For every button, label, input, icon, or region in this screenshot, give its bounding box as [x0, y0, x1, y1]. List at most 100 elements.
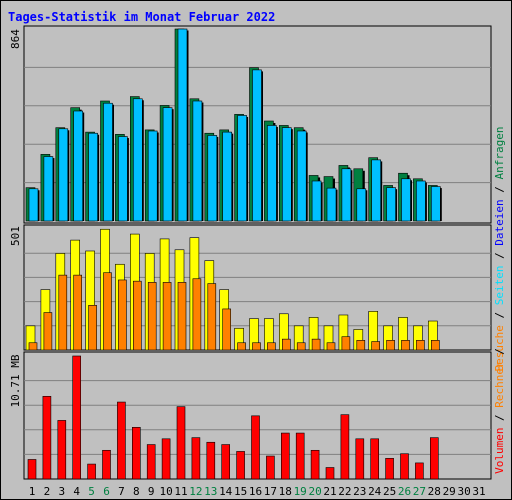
day-label: 11: [174, 485, 187, 498]
bar-dateien: [341, 168, 352, 222]
day-label: 23: [353, 485, 366, 498]
bar-dateien: [371, 159, 382, 222]
max-label-mid: 501: [9, 226, 22, 246]
bar-volumen: [117, 401, 126, 480]
day-label: 1: [29, 485, 36, 498]
legend-seiten: Seiten: [493, 266, 506, 306]
bar-dateien: [88, 132, 98, 222]
day-label: 22: [338, 485, 351, 498]
day-label: 30: [457, 485, 470, 498]
legend-anfragen: Anfragen: [493, 126, 506, 179]
bar-rechner: [311, 338, 321, 351]
bar-dateien: [133, 98, 143, 222]
day-label: 14: [219, 485, 233, 498]
legend-dateien: Dateien: [493, 199, 506, 245]
day-label: 27: [413, 485, 426, 498]
bar-rechner: [147, 282, 157, 351]
day-label: 7: [118, 485, 125, 498]
bar-dateien: [296, 130, 307, 222]
day-label: 16: [249, 485, 262, 498]
bar-rechner: [177, 282, 187, 351]
panel-frame-top: [23, 25, 492, 224]
bar-dateien: [401, 178, 411, 222]
day-label: 24: [368, 485, 382, 498]
bar-dateien: [28, 188, 39, 222]
day-label: 28: [428, 485, 441, 498]
day-label: 13: [204, 485, 217, 498]
bar-volumen: [176, 406, 186, 480]
legend-volumen: Volumen: [493, 428, 506, 474]
legend-besuche: Besuche: [493, 325, 506, 371]
bar-rechner: [356, 340, 366, 351]
bar-volumen: [325, 467, 335, 480]
bar-volumen: [340, 414, 350, 480]
bar-rechner: [222, 308, 231, 351]
bar-rechner: [416, 340, 425, 351]
bar-volumen: [370, 438, 380, 480]
legend-sep: /: [493, 408, 506, 428]
bar-rechner: [430, 340, 440, 351]
bar-volumen: [87, 463, 96, 480]
bar-rechner: [326, 342, 336, 351]
legend-text: Volumen / Rechner /: [493, 348, 506, 474]
legend-text: Besuche / Seiten / Dateien / Anfragen: [493, 126, 506, 371]
chart-title: Tages-Statistik im Monat Februar 2022: [8, 10, 275, 24]
bar-rechner: [118, 279, 127, 351]
bar-volumen: [191, 437, 201, 480]
bar-volumen: [206, 441, 216, 480]
bar-rechner: [103, 272, 112, 351]
bar-rechner: [28, 342, 38, 351]
day-label: 4: [73, 485, 80, 498]
legend-sep: /: [493, 348, 506, 361]
max-label-top: 864: [9, 29, 22, 49]
bar-rechner: [267, 342, 276, 351]
day-label: 15: [234, 485, 247, 498]
bar-volumen: [310, 449, 320, 480]
bar-rechner: [88, 305, 97, 351]
bar-dateien: [58, 128, 69, 222]
bar-rechner: [207, 283, 217, 351]
day-label: 19: [294, 485, 307, 498]
bar-dateien: [356, 188, 367, 222]
bar-volumen: [400, 453, 409, 480]
bar-volumen: [295, 432, 305, 480]
bar-volumen: [251, 415, 260, 480]
day-label: 31: [472, 485, 485, 498]
bar-rechner: [386, 340, 395, 351]
day-label: 25: [383, 485, 396, 498]
bar-volumen: [280, 432, 290, 480]
legend-rechner: Rechner: [493, 361, 506, 408]
day-label: 21: [323, 485, 336, 498]
bar-rechner: [133, 280, 142, 351]
day-label: 9: [148, 485, 155, 498]
bar-rechner: [371, 341, 381, 351]
bar-dateien: [267, 125, 277, 222]
day-label: 3: [58, 485, 65, 498]
bar-rechner: [162, 282, 172, 351]
day-label: 5: [88, 485, 95, 498]
day-label: 10: [159, 485, 172, 498]
bar-dateien: [222, 131, 232, 222]
day-label: 17: [264, 485, 277, 498]
day-label: 29: [443, 485, 456, 498]
bar-dateien: [386, 187, 396, 222]
bar-dateien: [43, 156, 54, 222]
bar-volumen: [266, 455, 275, 480]
bar-rechner: [401, 340, 410, 351]
bar-dateien: [430, 186, 441, 222]
bar-rechner: [237, 342, 246, 351]
legend-sep: /: [493, 246, 506, 266]
bar-rechner: [296, 342, 306, 351]
bar-volumen: [415, 462, 424, 480]
bar-rechner: [73, 274, 82, 351]
bar-dateien: [416, 180, 426, 222]
day-label: 12: [189, 485, 202, 498]
bar-volumen: [102, 449, 111, 480]
bar-volumen: [221, 444, 230, 480]
bar-volumen: [236, 451, 245, 480]
day-label: 8: [133, 485, 140, 498]
bar-dateien: [192, 100, 203, 222]
bar-dateien: [311, 180, 322, 222]
bar-dateien: [237, 115, 247, 222]
